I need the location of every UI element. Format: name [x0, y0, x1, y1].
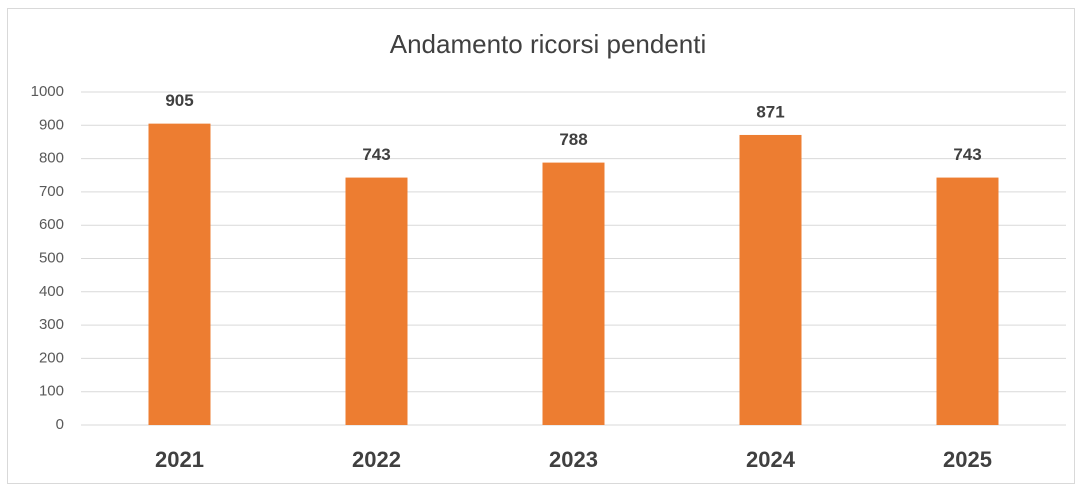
bar [739, 134, 802, 425]
x-tick-label: 2025 [943, 447, 992, 472]
data-label: 788 [559, 130, 587, 149]
x-tick-label: 2021 [155, 447, 204, 472]
data-label: 743 [953, 145, 981, 164]
x-tick-label: 2024 [746, 447, 796, 472]
data-label: 871 [756, 102, 784, 121]
y-tick-label: 300 [39, 316, 64, 333]
x-tick-label: 2022 [352, 447, 401, 472]
bar [936, 177, 999, 425]
data-label: 743 [362, 145, 390, 164]
y-tick-label: 100 [39, 383, 64, 400]
bar [148, 123, 211, 425]
y-tick-label: 200 [39, 349, 64, 366]
y-tick-label: 700 [39, 183, 64, 200]
y-tick-label: 800 [39, 150, 64, 167]
x-tick-label: 2023 [549, 447, 598, 472]
y-tick-label: 900 [39, 116, 64, 133]
chart-title: Andamento ricorsi pendenti [390, 29, 707, 59]
y-tick-label: 0 [56, 416, 64, 433]
bar [345, 177, 408, 425]
y-tick-label: 600 [39, 216, 64, 233]
data-label: 905 [165, 91, 193, 110]
bar [542, 162, 605, 425]
y-tick-label: 400 [39, 283, 64, 300]
y-tick-label: 1000 [31, 83, 64, 100]
y-tick-label: 500 [39, 249, 64, 266]
